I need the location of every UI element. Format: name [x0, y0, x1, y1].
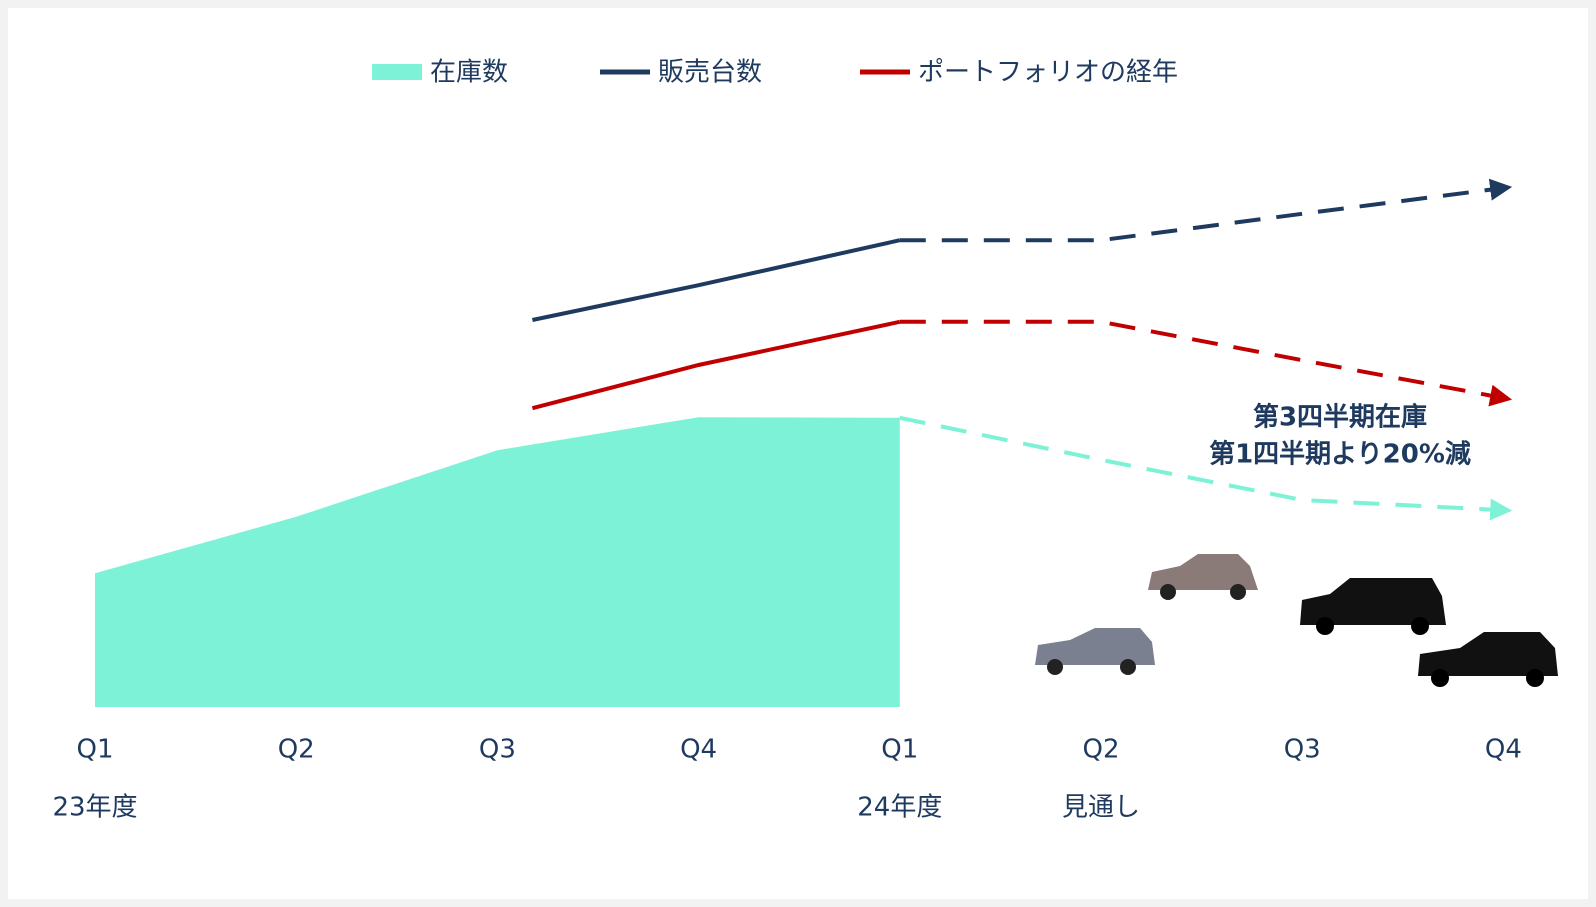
x-tick-label: Q3	[1284, 735, 1321, 765]
car-2	[1148, 554, 1258, 600]
annotation: 第1四半期より20%減	[1209, 439, 1471, 470]
period-label: 24年度	[857, 793, 942, 823]
line	[531, 238, 901, 322]
legend-label: ポートフォリオの経年	[918, 58, 1178, 88]
legend-swatch	[372, 64, 422, 80]
car-3	[1300, 578, 1446, 635]
x-tick-label: Q2	[1082, 735, 1119, 765]
legend-item: 在庫数	[372, 58, 508, 88]
forecast-line	[899, 178, 1513, 243]
annotation: 第3四半期在庫	[1253, 402, 1427, 433]
legend-item: ポートフォリオの経年	[860, 58, 1178, 88]
forecast-line	[899, 415, 1513, 521]
x-tick-label: Q1	[76, 735, 113, 765]
line	[531, 319, 901, 411]
inventory-area	[95, 417, 900, 707]
x-tick-label: Q4	[680, 735, 717, 765]
x-tick-label: Q3	[479, 735, 516, 765]
legend-label: 販売台数	[658, 58, 762, 88]
period-label: 23年度	[52, 793, 137, 823]
period-label: 見通し	[1062, 793, 1140, 823]
forecast-line	[899, 319, 1513, 407]
car-4	[1418, 632, 1558, 687]
x-tick-label: Q2	[278, 735, 315, 765]
x-tick-label: Q4	[1485, 735, 1522, 765]
x-tick-label: Q1	[881, 735, 918, 765]
car-1	[1035, 628, 1155, 675]
legend-item: 販売台数	[600, 58, 762, 88]
legend-label: 在庫数	[430, 58, 508, 88]
